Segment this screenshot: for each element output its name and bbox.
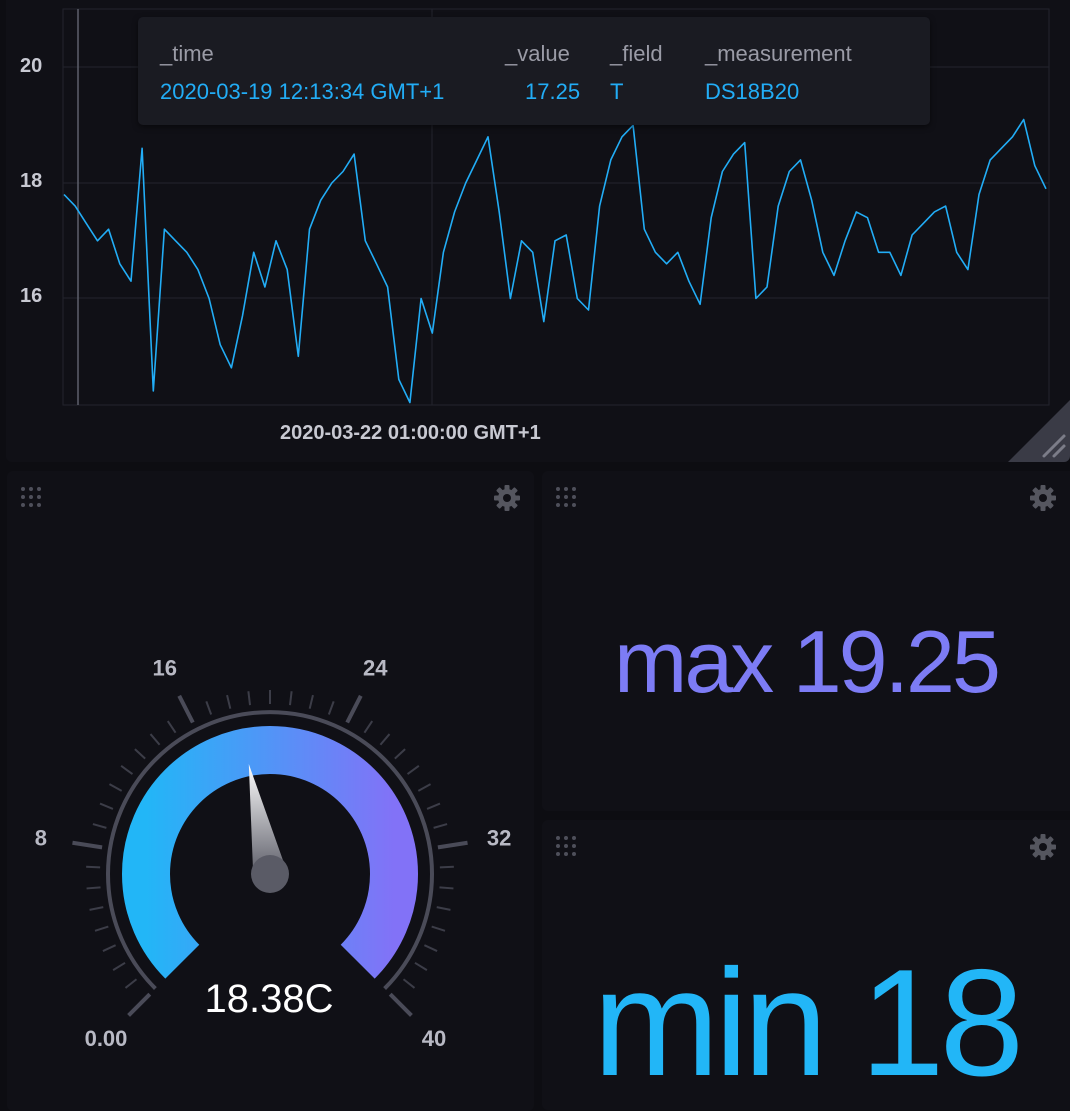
gauge-minor-tick: [94, 925, 109, 932]
drag-handle-icon[interactable]: [554, 834, 578, 858]
gauge: 0.00 8 16 24 32 40 18.38C: [35, 655, 512, 1051]
gauge-minor-tick: [288, 691, 293, 706]
gauge-minor-tick: [124, 978, 138, 989]
max-stat-value: max 19.25: [614, 612, 1001, 711]
gauge-minor-tick: [363, 720, 374, 734]
tooltip-header-time: _time: [160, 41, 214, 66]
gauge-minor-tick: [308, 694, 314, 709]
gauge-minor-tick: [426, 802, 441, 810]
gauge-minor-tick: [166, 720, 177, 734]
gauge-minor-tick: [205, 701, 213, 715]
y-tick-label: 16: [20, 285, 43, 307]
gear-icon[interactable]: [1028, 483, 1058, 513]
gauge-minor-tick: [247, 691, 252, 706]
y-tick-label: 18: [20, 170, 43, 192]
gauge-tick-label: 8: [35, 826, 47, 851]
gauge-minor-tick: [120, 765, 134, 775]
gauge-minor-tick: [226, 694, 232, 709]
tooltip-time-value: 2020-03-19 12:13:34 GMT+1: [160, 79, 445, 104]
gauge-rim: [106, 710, 434, 991]
gauge-minor-tick: [394, 748, 406, 760]
gauge-tick-label: 40: [422, 1026, 446, 1051]
series-line: [63, 118, 1047, 404]
max-stat-cell: max 19.25: [542, 471, 1070, 811]
gauge-minor-tick: [406, 765, 420, 775]
graph-cell: 20 18 16 2020-03-22 01:00:00 GMT+1 _time…: [6, 0, 1070, 462]
gauge-major-tick: [177, 694, 195, 724]
resize-handle-icon[interactable]: [1008, 400, 1070, 462]
tooltip-measurement-value: DS18B20: [705, 79, 800, 104]
gauge-minor-tick: [108, 783, 123, 792]
gear-icon[interactable]: [1028, 832, 1058, 862]
plot-area: [62, 8, 1050, 406]
gauge-minor-tick: [439, 886, 454, 890]
gauge-minor-tick: [433, 823, 448, 829]
gauge-minor-tick: [436, 906, 451, 911]
gauge-minor-tick: [379, 733, 391, 746]
min-stat-cell: min 18: [542, 820, 1070, 1110]
gauge-minor-tick: [102, 944, 117, 952]
gauge-minor-tick: [99, 802, 114, 810]
tooltip-header-value: _value: [505, 41, 570, 66]
gauge-minor-tick: [134, 748, 146, 760]
min-stat-value: min 18: [592, 938, 1024, 1108]
gauge-major-tick: [127, 992, 152, 1017]
gauge-minor-tick: [92, 823, 107, 829]
gauge-minor-tick: [414, 961, 428, 971]
tooltip-value-value: 17.25: [525, 79, 581, 104]
gauge-major-tick: [437, 840, 468, 850]
line-plot[interactable]: [6, 0, 1070, 462]
gauge-minor-tick: [86, 865, 101, 869]
gauge-cell: 0.00 8 16 24 32 40 18.38C: [7, 471, 534, 1111]
gauge-tick-label: 0.00: [85, 1026, 128, 1051]
gauge-minor-tick: [431, 925, 446, 932]
gauge-value: 18.38C: [205, 977, 334, 1021]
gauge-minor-tick: [439, 865, 454, 869]
gauge-minor-tick: [402, 978, 416, 989]
tooltip-header-field: _field: [610, 41, 663, 66]
gauge-major-tick: [345, 694, 363, 724]
gauge-tick-label: 24: [363, 655, 388, 680]
gauge-tick-label: 16: [152, 655, 176, 680]
gauge-minor-tick: [327, 701, 335, 715]
gauge-needle: [248, 764, 289, 893]
gear-icon[interactable]: [492, 483, 522, 513]
drag-handle-icon[interactable]: [19, 485, 43, 509]
gauge-minor-tick: [149, 733, 161, 746]
gauge-minor-tick: [86, 886, 101, 890]
gauge-arc: [122, 726, 418, 979]
gauge-minor-tick: [417, 783, 432, 792]
gauge-major-tick: [72, 840, 103, 850]
tooltip-field-value: T: [610, 79, 624, 104]
x-tick-label: 2020-03-22 01:00:00 GMT+1: [280, 422, 541, 444]
drag-handle-icon[interactable]: [554, 485, 578, 509]
gauge-tick-label: 32: [487, 826, 511, 851]
gauge-minor-tick: [423, 944, 438, 952]
gauge-minor-tick: [89, 906, 104, 911]
gauge-major-tick: [388, 992, 413, 1017]
hover-tooltip: _time _value _field _measurement 2020-03…: [138, 17, 930, 125]
tooltip-header-measurement: _measurement: [705, 41, 852, 66]
y-tick-label: 20: [20, 55, 43, 77]
gauge-minor-tick: [112, 961, 126, 971]
